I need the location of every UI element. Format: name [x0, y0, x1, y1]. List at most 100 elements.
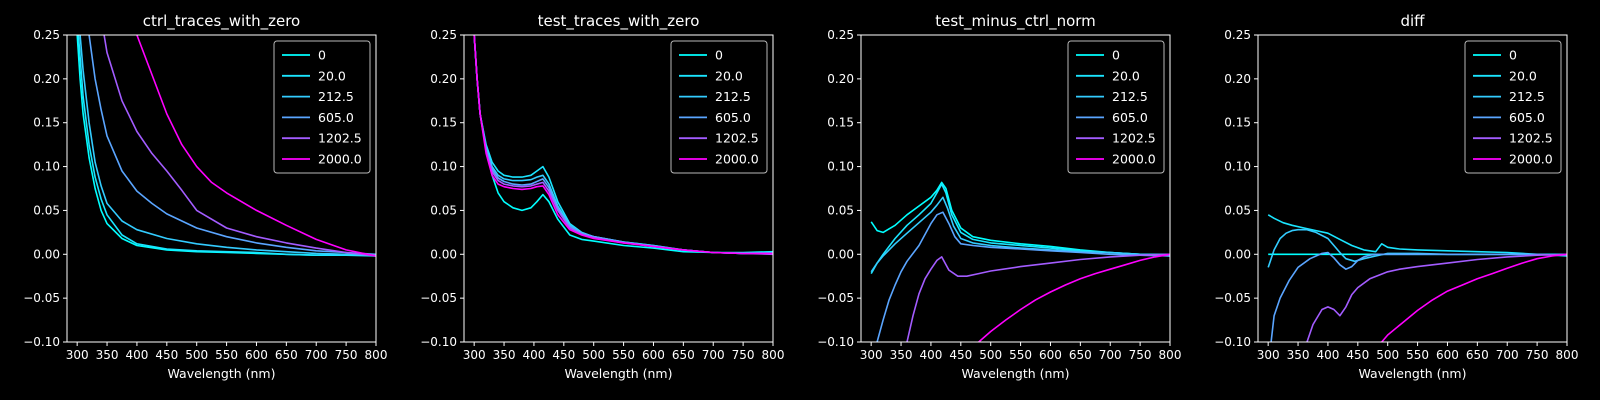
plot-frame	[860, 34, 1171, 343]
chart-panel-1: test_traces_with_zero 300 350 400 450 500 550 6…	[420, 12, 784, 381]
x-tick-label: 650	[275, 348, 298, 362]
x-tick-label: 650	[1069, 348, 1092, 362]
y-tick-label: 0.00	[33, 247, 60, 261]
x-axis-label: Wavelength (nm)	[168, 366, 276, 381]
legend-entry: 0	[715, 48, 723, 63]
x-tick-label: 450	[552, 348, 575, 362]
x-tick-label: 650	[672, 348, 695, 362]
x-tick-label: 650	[1466, 348, 1489, 362]
y-tick-label: −0.05	[420, 291, 457, 305]
y-tick-label: 0.05	[33, 203, 60, 217]
y-tick-label: 0.05	[430, 203, 457, 217]
legend-box	[1464, 40, 1562, 174]
chart-title: diff	[1400, 12, 1425, 30]
x-tick-label: 750	[335, 348, 358, 362]
legend-entry: 2000.0	[318, 152, 362, 167]
legend-entry: 20.0	[1112, 68, 1140, 83]
x-tick-label: 300	[1257, 348, 1280, 362]
chart-title: test_traces_with_zero	[538, 12, 700, 31]
series-line-2000.0	[978, 253, 1170, 342]
legend-entry: 1202.5	[1112, 131, 1156, 146]
legend-entry: 605.0	[715, 110, 751, 125]
x-tick-label: 450	[155, 348, 178, 362]
x-tick-label: 550	[612, 348, 635, 362]
y-tick-label: 0.00	[430, 247, 457, 261]
plot-frame	[463, 34, 774, 343]
x-tick-label: 400	[522, 348, 545, 362]
chart-panel-3: diff 300 350 400 450 500 550 600 650 700 750 800 −0.…	[1214, 12, 1578, 381]
x-axis-label: Wavelength (nm)	[1359, 366, 1467, 381]
x-tick-label: 600	[1436, 348, 1459, 362]
y-tick-label: 0.20	[33, 72, 60, 86]
legend-box	[273, 40, 371, 174]
y-tick-label: 0.10	[827, 160, 854, 174]
chart-panel-2: test_minus_ctrl_norm 300 350 400 450 500 550 60…	[817, 12, 1181, 381]
x-tick-label: 700	[305, 348, 328, 362]
x-tick-label: 300	[463, 348, 486, 362]
series-line-1202.5	[906, 253, 1170, 342]
x-tick-label: 800	[365, 348, 388, 362]
legend-entry: 2000.0	[715, 152, 759, 167]
legend-entry: 212.5	[318, 89, 354, 104]
plot-frame	[66, 34, 377, 343]
series-group	[1267, 214, 1567, 342]
x-tick-label: 600	[642, 348, 665, 362]
x-tick-label: 600	[1039, 348, 1062, 362]
series-line-212.5	[870, 196, 1170, 273]
x-tick-label: 500	[1376, 348, 1399, 362]
x-tick-label: 400	[1316, 348, 1339, 362]
x-tick-label: 400	[125, 348, 148, 362]
x-tick-label: 350	[96, 348, 119, 362]
y-tick-label: 0.05	[827, 203, 854, 217]
y-tick-label: 0.00	[1224, 247, 1251, 261]
y-tick-label: 0.20	[430, 72, 457, 86]
x-tick-label: 800	[762, 348, 785, 362]
legend-entry: 212.5	[1509, 89, 1545, 104]
legend-entry: 2000.0	[1112, 152, 1156, 167]
y-tick-label: 0.00	[827, 247, 854, 261]
x-tick-label: 500	[979, 348, 1002, 362]
y-tick-label: −0.10	[420, 335, 457, 349]
x-tick-label: 800	[1556, 348, 1579, 362]
x-tick-label: 500	[582, 348, 605, 362]
chart-title: test_minus_ctrl_norm	[935, 12, 1096, 31]
x-tick-label: 500	[185, 348, 208, 362]
x-tick-label: 400	[919, 348, 942, 362]
legend-entry: 212.5	[1112, 89, 1148, 104]
legend-entry: 20.0	[715, 68, 743, 83]
x-tick-label: 550	[215, 348, 238, 362]
y-tick-label: −0.05	[817, 291, 854, 305]
y-tick-label: 0.10	[430, 160, 457, 174]
legend-entry: 212.5	[715, 89, 751, 104]
x-tick-label: 300	[860, 348, 883, 362]
y-tick-label: 0.05	[1224, 203, 1251, 217]
legend-entry: 605.0	[1112, 110, 1148, 125]
legend-entry: 20.0	[318, 68, 346, 83]
plot-frame	[1257, 34, 1568, 343]
legend-entry: 1202.5	[715, 131, 759, 146]
legend-entry: 0	[318, 48, 326, 63]
legend: 0 20.0 212.5 605.0 1202.5 2000.0	[670, 40, 768, 174]
x-tick-label: 350	[1287, 348, 1310, 362]
legend: 0 20.0 212.5 605.0 1202.5 2000.0	[1464, 40, 1562, 174]
x-tick-label: 550	[1009, 348, 1032, 362]
y-tick-label: 0.25	[827, 28, 854, 42]
legend-entry: 1202.5	[1509, 131, 1553, 146]
y-tick-label: −0.10	[23, 335, 60, 349]
x-tick-label: 450	[1346, 348, 1369, 362]
x-tick-label: 750	[1526, 348, 1549, 362]
y-tick-label: 0.25	[430, 28, 457, 42]
series-line-20.0	[77, 35, 376, 257]
y-tick-label: −0.05	[1214, 291, 1251, 305]
y-tick-label: 0.10	[33, 160, 60, 174]
legend-box	[670, 40, 768, 174]
legend-entry: 20.0	[1509, 68, 1537, 83]
x-tick-label: 800	[1159, 348, 1182, 362]
y-tick-label: 0.15	[430, 116, 457, 130]
y-tick-label: 0.10	[1224, 160, 1251, 174]
chart-title: ctrl_traces_with_zero	[143, 12, 300, 31]
y-tick-label: −0.10	[1214, 335, 1251, 349]
series-line-20.0	[1267, 214, 1567, 257]
legend-box	[1067, 40, 1165, 174]
